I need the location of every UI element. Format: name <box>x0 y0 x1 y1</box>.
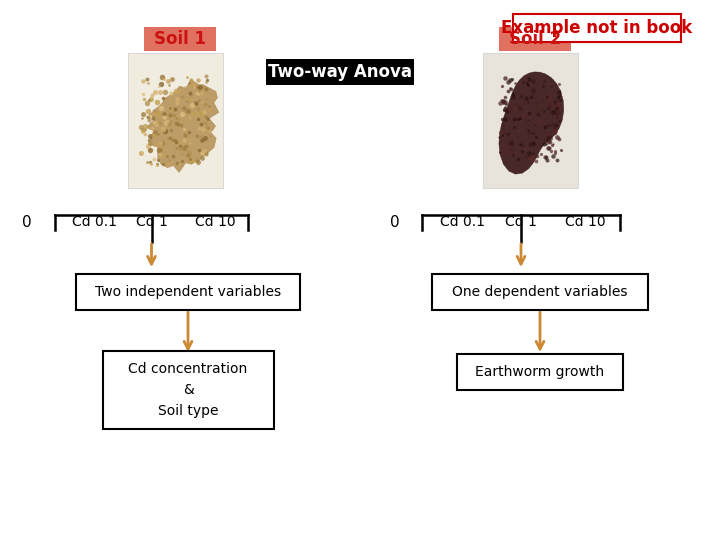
Text: Soil 2: Soil 2 <box>509 30 561 48</box>
Bar <box>482 52 577 187</box>
FancyBboxPatch shape <box>432 274 648 310</box>
Text: Cd concentration
&
Soil type: Cd concentration & Soil type <box>128 362 248 417</box>
Text: Cd 1: Cd 1 <box>136 215 168 230</box>
Text: Soil 1: Soil 1 <box>154 30 206 48</box>
Text: Cd 10: Cd 10 <box>564 215 606 230</box>
Text: Cd 0.1: Cd 0.1 <box>441 215 485 230</box>
Text: Two-way Anova: Two-way Anova <box>268 63 412 81</box>
Polygon shape <box>499 72 564 174</box>
FancyBboxPatch shape <box>499 26 571 51</box>
Text: Cd 0.1: Cd 0.1 <box>73 215 117 230</box>
Text: One dependent variables: One dependent variables <box>452 285 628 299</box>
Text: Cd 1: Cd 1 <box>505 215 537 230</box>
Text: 0: 0 <box>22 215 32 230</box>
FancyBboxPatch shape <box>102 351 274 429</box>
Bar <box>127 52 222 187</box>
Polygon shape <box>146 79 219 173</box>
Text: Example not in book: Example not in book <box>501 19 693 37</box>
Text: Earthworm growth: Earthworm growth <box>475 365 605 379</box>
Text: Cd 10: Cd 10 <box>194 215 235 230</box>
FancyBboxPatch shape <box>144 26 216 51</box>
FancyBboxPatch shape <box>513 14 681 42</box>
FancyBboxPatch shape <box>76 274 300 310</box>
FancyBboxPatch shape <box>266 59 414 85</box>
Text: Two independent variables: Two independent variables <box>95 285 281 299</box>
Text: 0: 0 <box>390 215 400 230</box>
FancyBboxPatch shape <box>457 354 623 390</box>
